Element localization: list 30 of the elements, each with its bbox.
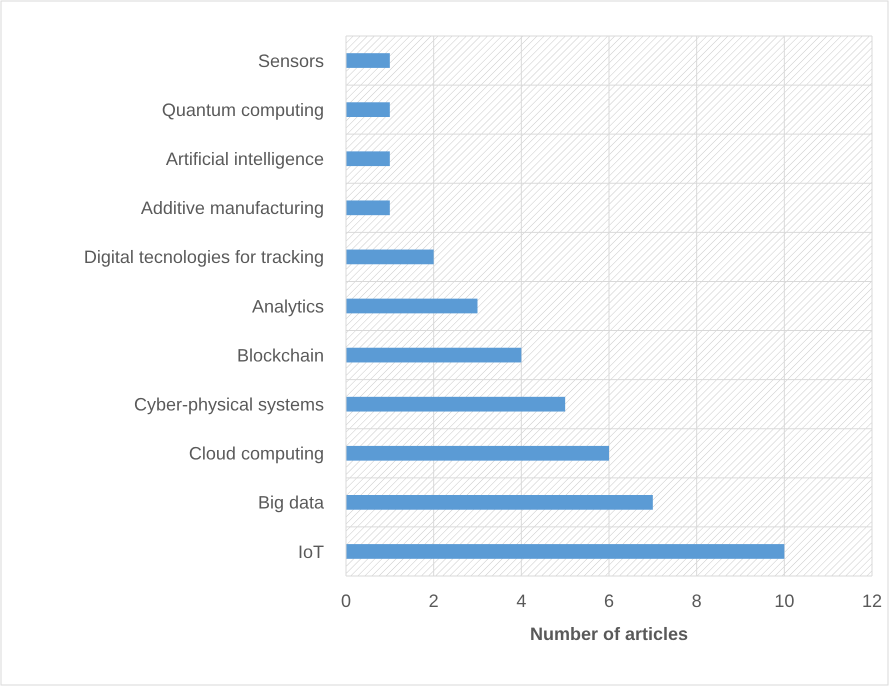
bar	[346, 151, 390, 166]
bar	[346, 495, 653, 510]
y-tick-label: Digital tecnologies for tracking	[84, 247, 324, 268]
x-tick-label: 6	[604, 591, 614, 611]
y-tick-label: Big data	[258, 492, 325, 513]
y-tick-label: Cyber-physical systems	[134, 394, 324, 414]
bar	[346, 348, 522, 362]
x-tick-label: 0	[340, 591, 352, 611]
y-tick-label: Blockchain	[236, 345, 324, 366]
x-tick-label: 8	[692, 591, 702, 611]
y-tick-label: Analytics	[252, 296, 324, 316]
y-tick-label: Cloud computing	[188, 444, 324, 464]
y-tick-label: Additive manufacturing	[140, 198, 324, 218]
bar	[346, 446, 609, 461]
x-tick-label: 12	[862, 591, 882, 611]
bar	[346, 250, 434, 264]
bar	[346, 396, 566, 412]
x-tick-label: 10	[774, 591, 794, 611]
bar	[346, 102, 390, 117]
bar	[346, 200, 390, 216]
y-tick-label: Artificial intelligence	[166, 149, 324, 170]
x-tick-label: 4	[516, 591, 526, 611]
x-tick-label: 2	[428, 591, 439, 611]
bar	[346, 544, 784, 559]
x-axis-title: Number of articles	[530, 624, 688, 644]
bar	[346, 298, 478, 314]
y-tick-label: Quantum computing	[162, 100, 324, 120]
y-tick-label: Sensors	[258, 50, 324, 71]
bar	[346, 53, 390, 68]
y-tick-label: IoT	[298, 542, 324, 562]
